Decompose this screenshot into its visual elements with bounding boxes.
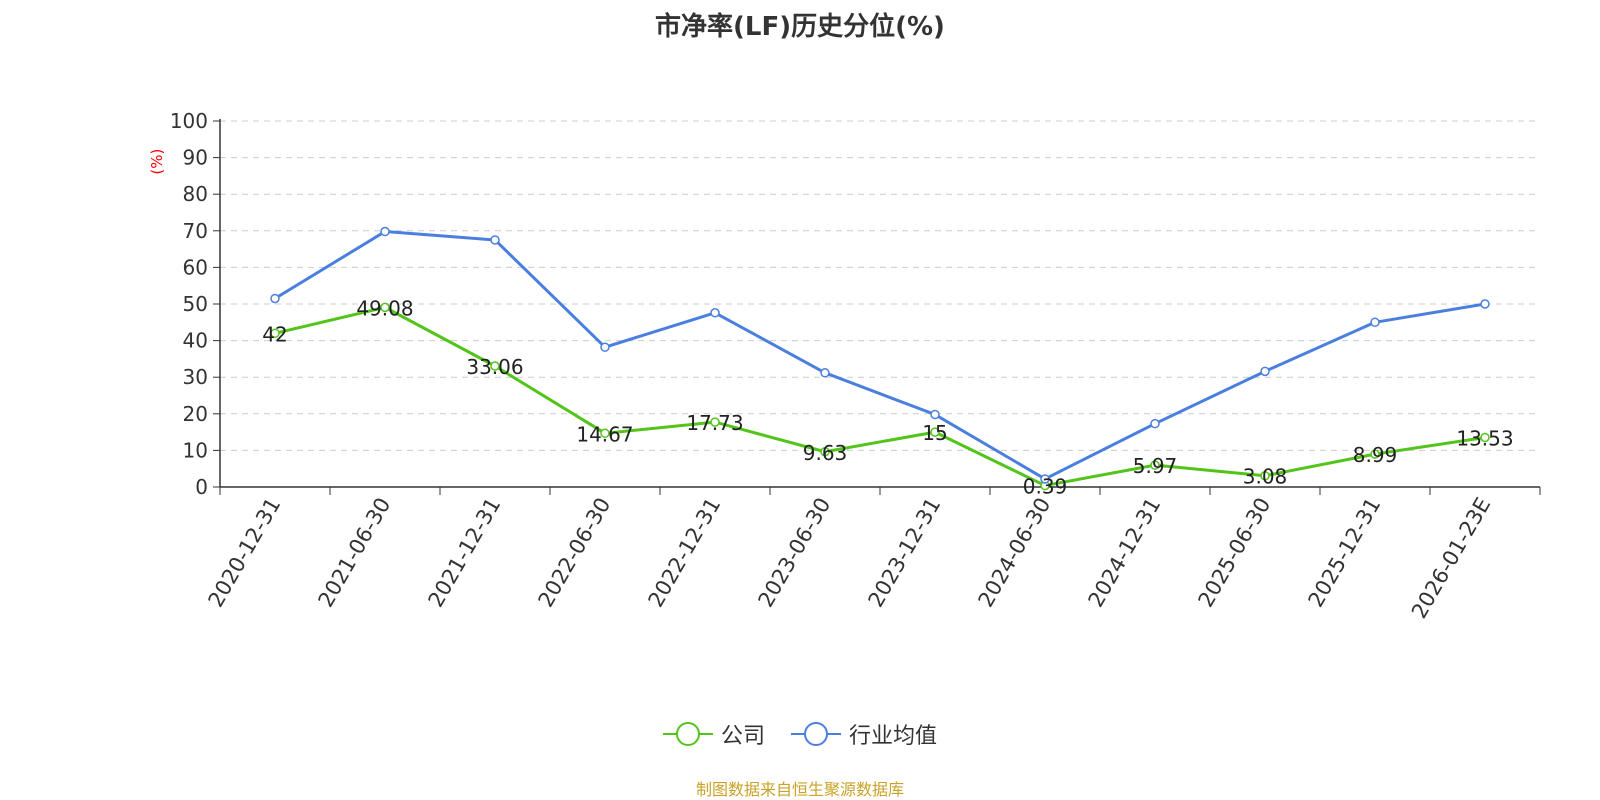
data-point[interactable] [820,447,830,457]
data-point[interactable] [710,308,720,318]
y-tick-label: 10 [183,438,208,462]
data-point[interactable] [490,361,500,371]
data-label: 8.99 [1353,443,1398,467]
data-point[interactable] [600,342,610,352]
data-label: 49.08 [356,296,413,320]
x-tick-label: 2024-12-31 [1084,494,1166,612]
series-line-1 [274,230,1486,481]
data-point[interactable] [600,428,610,439]
x-tick-label: 2022-12-31 [644,494,726,612]
y-tick-label: 0 [195,475,208,499]
data-point[interactable] [380,302,390,313]
x-tick-label: 2023-06-30 [754,494,836,612]
x-tick-label: 2020-12-31 [204,494,286,612]
grid-lines [220,120,1540,451]
legend-label-industry-average: 行业均值 [849,724,938,749]
data-point[interactable] [1260,470,1270,481]
y-tick-label: 80 [183,182,208,206]
data-label: 15 [922,421,947,445]
x-tick-label: 2022-06-30 [534,494,616,612]
data-point[interactable] [930,409,940,420]
legend: 公司 行业均值 [0,718,1600,750]
data-label: 33.06 [466,355,523,379]
y-tick-label: 60 [183,255,208,279]
data-label: 3.08 [1243,465,1288,489]
line-chart: 0 10 20 30 40 50 60 70 80 90 100(%) 2020-12-31 2021-… [148,109,1541,623]
y-tick-label: 90 [183,146,208,170]
data-point[interactable] [270,293,280,304]
legend-marker-company [662,722,713,746]
data-point[interactable] [1260,366,1270,377]
y-tick-label: 100 [170,109,208,133]
y-tick-label: 70 [183,219,208,243]
axes: 0 10 20 30 40 50 60 70 80 90 100(%) 2020-12-31 2021-… [148,109,1541,623]
x-tick-label: 2024-06-30 [974,494,1056,612]
data-point[interactable] [1480,432,1490,443]
chart-title: 市净率(LF)历史分位(%) [655,12,945,42]
data-label: 0.39 [1023,475,1068,499]
data-point[interactable] [1480,299,1490,309]
x-tick-label: 2026-01-23E [1407,494,1495,623]
data-point[interactable] [1150,460,1160,470]
y-tick-label: 30 [183,365,208,389]
legend-label-company: 公司 [720,724,765,749]
source-note: 制图数据来自恒生聚源数据库 [695,780,904,799]
data-point[interactable] [380,226,390,237]
data-label: 13.53 [1456,426,1513,450]
x-tick-label: 2021-06-30 [314,494,396,612]
data-point[interactable] [710,417,720,427]
y-tick-label: 50 [183,292,208,316]
data-point[interactable] [1040,474,1050,484]
y-tick-label: 20 [183,402,208,426]
data-label: 9.63 [803,441,848,465]
x-tick-label: 2023-12-31 [864,494,946,612]
data-point[interactable] [270,328,280,339]
data-label: 42 [262,322,287,346]
data-point[interactable] [1370,317,1380,328]
data-point[interactable] [1150,418,1160,429]
data-point[interactable] [930,427,940,437]
x-tick-label: 2021-12-31 [424,494,506,612]
data-label: 5.97 [1133,454,1178,478]
legend-item-industry-average[interactable]: 行业均值 [791,718,937,750]
y-axis-title: (%) [148,149,166,175]
series-line-0 [274,305,1486,488]
legend-item-company[interactable]: 公司 [662,718,765,750]
data-label: 17.73 [686,411,743,435]
data-label: 14.67 [576,422,633,446]
data-labels: 42 49.08 33.06 14.67 17.73 9.63 15 0.39 5.97 3.08… [262,296,1513,498]
legend-marker-industry-average [791,722,841,746]
data-point[interactable] [820,368,830,378]
series-lines [270,226,1490,491]
x-tick-label: 2025-06-30 [1194,494,1276,612]
x-tick-label: 2025-12-31 [1304,494,1386,612]
y-tick-label: 40 [183,329,208,353]
data-point[interactable] [490,235,500,245]
data-point[interactable] [1370,449,1380,459]
